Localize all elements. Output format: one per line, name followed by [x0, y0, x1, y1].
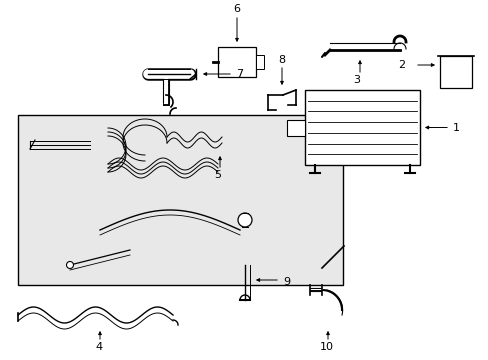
Text: 2: 2: [397, 60, 404, 70]
Text: 4: 4: [95, 342, 102, 352]
Bar: [218, 47, 256, 77]
Text: 3: 3: [352, 75, 359, 85]
Bar: [305, 90, 419, 165]
Bar: [439, 56, 471, 88]
Text: 9: 9: [283, 277, 289, 287]
Circle shape: [238, 213, 251, 227]
Text: 7: 7: [236, 69, 243, 79]
Bar: [18, 115, 342, 285]
Text: 10: 10: [319, 342, 333, 352]
Circle shape: [66, 261, 73, 269]
Text: 5: 5: [214, 170, 221, 180]
Bar: [286, 120, 305, 136]
Text: 8: 8: [278, 55, 285, 65]
Text: 6: 6: [232, 4, 240, 14]
Text: 1: 1: [452, 122, 459, 132]
Bar: [256, 55, 264, 69]
